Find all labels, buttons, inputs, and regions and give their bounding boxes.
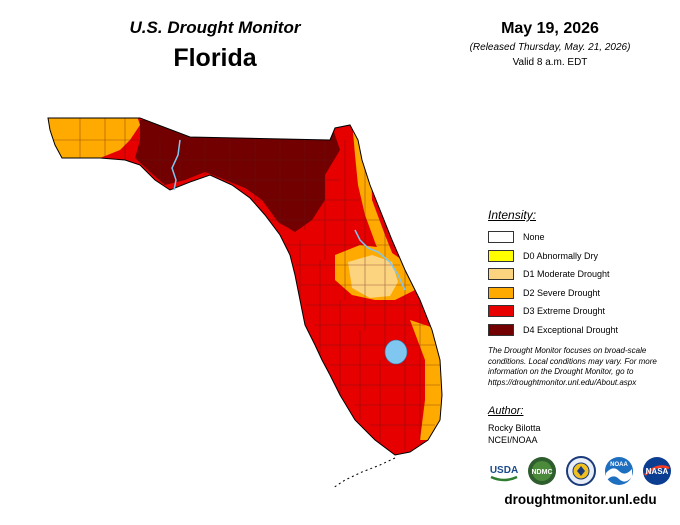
- florida-keys: [332, 457, 396, 489]
- release-date: (Released Thursday, May. 21, 2026): [469, 42, 631, 53]
- author-name: Rocky Bilotta: [488, 423, 541, 433]
- legend-item: D3 Extreme Drought: [488, 302, 678, 321]
- ndmc-logo-text: NDMC: [532, 469, 553, 476]
- county-lines: [50, 118, 440, 450]
- apalachicola-river: [171, 139, 181, 191]
- legend-item: None: [488, 228, 678, 247]
- st-johns-river: [354, 229, 406, 291]
- legend-item: D1 Moderate Drought: [488, 265, 678, 284]
- legend-swatch-d4: [488, 323, 514, 336]
- legend-item: D4 Exceptional Drought: [488, 321, 678, 340]
- map-header: U.S. Drought Monitor Florida: [95, 18, 335, 73]
- legend-swatch-d1: [488, 268, 514, 281]
- author-block: Author: Rocky Bilotta NCEI/NOAA: [488, 405, 673, 446]
- d2-panhandle-area: [48, 118, 140, 165]
- legend-title: Intensity:: [488, 208, 537, 222]
- legend-swatch-d0: [488, 249, 514, 262]
- legend-label: D4 Exceptional Drought: [523, 324, 619, 335]
- d1-central-area: [348, 255, 398, 298]
- legend-label: D1 Moderate Drought: [523, 269, 610, 280]
- legend-swatch-d2: [488, 286, 514, 299]
- noaa-logo-text: NOAA: [610, 462, 628, 468]
- region-title: Florida: [173, 44, 257, 72]
- author-title: Author:: [488, 405, 524, 417]
- doc-seal: [565, 456, 596, 486]
- partner-logos: USDA NDMC NOAA NASA: [488, 455, 673, 487]
- legend-item: D2 Severe Drought: [488, 284, 678, 303]
- nasa-logo-text: NASA: [646, 467, 669, 476]
- website-link[interactable]: droughtmonitor.unl.edu: [504, 492, 657, 507]
- usda-logo-text: USDA: [490, 465, 518, 476]
- legend-label: None: [523, 232, 545, 243]
- noaa-logo: NOAA: [604, 457, 633, 485]
- legend-label: D3 Extreme Drought: [523, 306, 606, 317]
- lake-okeechobee: [384, 339, 408, 365]
- florida-drought-map: [47, 117, 443, 489]
- d4-exceptional-area: [135, 120, 340, 232]
- usda-logo: USDA: [490, 465, 518, 482]
- legend-label: D2 Severe Drought: [523, 287, 601, 298]
- date-block: May 19, 2026 (Released Thursday, May. 21…: [440, 20, 660, 68]
- legend-swatch-d3: [488, 305, 514, 318]
- legend-swatch-none: [488, 231, 514, 244]
- map-date: May 19, 2026: [501, 20, 599, 37]
- nasa-logo: NASA: [643, 457, 671, 485]
- ndmc-logo: NDMC: [528, 457, 557, 485]
- valid-time: Valid 8 a.m. EDT: [512, 57, 588, 68]
- intensity-legend: Intensity: None D0 Abnormally Dry D1 Mod…: [488, 208, 678, 339]
- legend-item: D0 Abnormally Dry: [488, 247, 678, 266]
- disclaimer-note: The Drought Monitor focuses on broad-sca…: [488, 346, 657, 387]
- series-title: U.S. Drought Monitor: [129, 18, 301, 37]
- florida-outline: [47, 117, 443, 456]
- author-org: NCEI/NOAA: [488, 435, 538, 445]
- legend-label: D0 Abnormally Dry: [523, 250, 599, 261]
